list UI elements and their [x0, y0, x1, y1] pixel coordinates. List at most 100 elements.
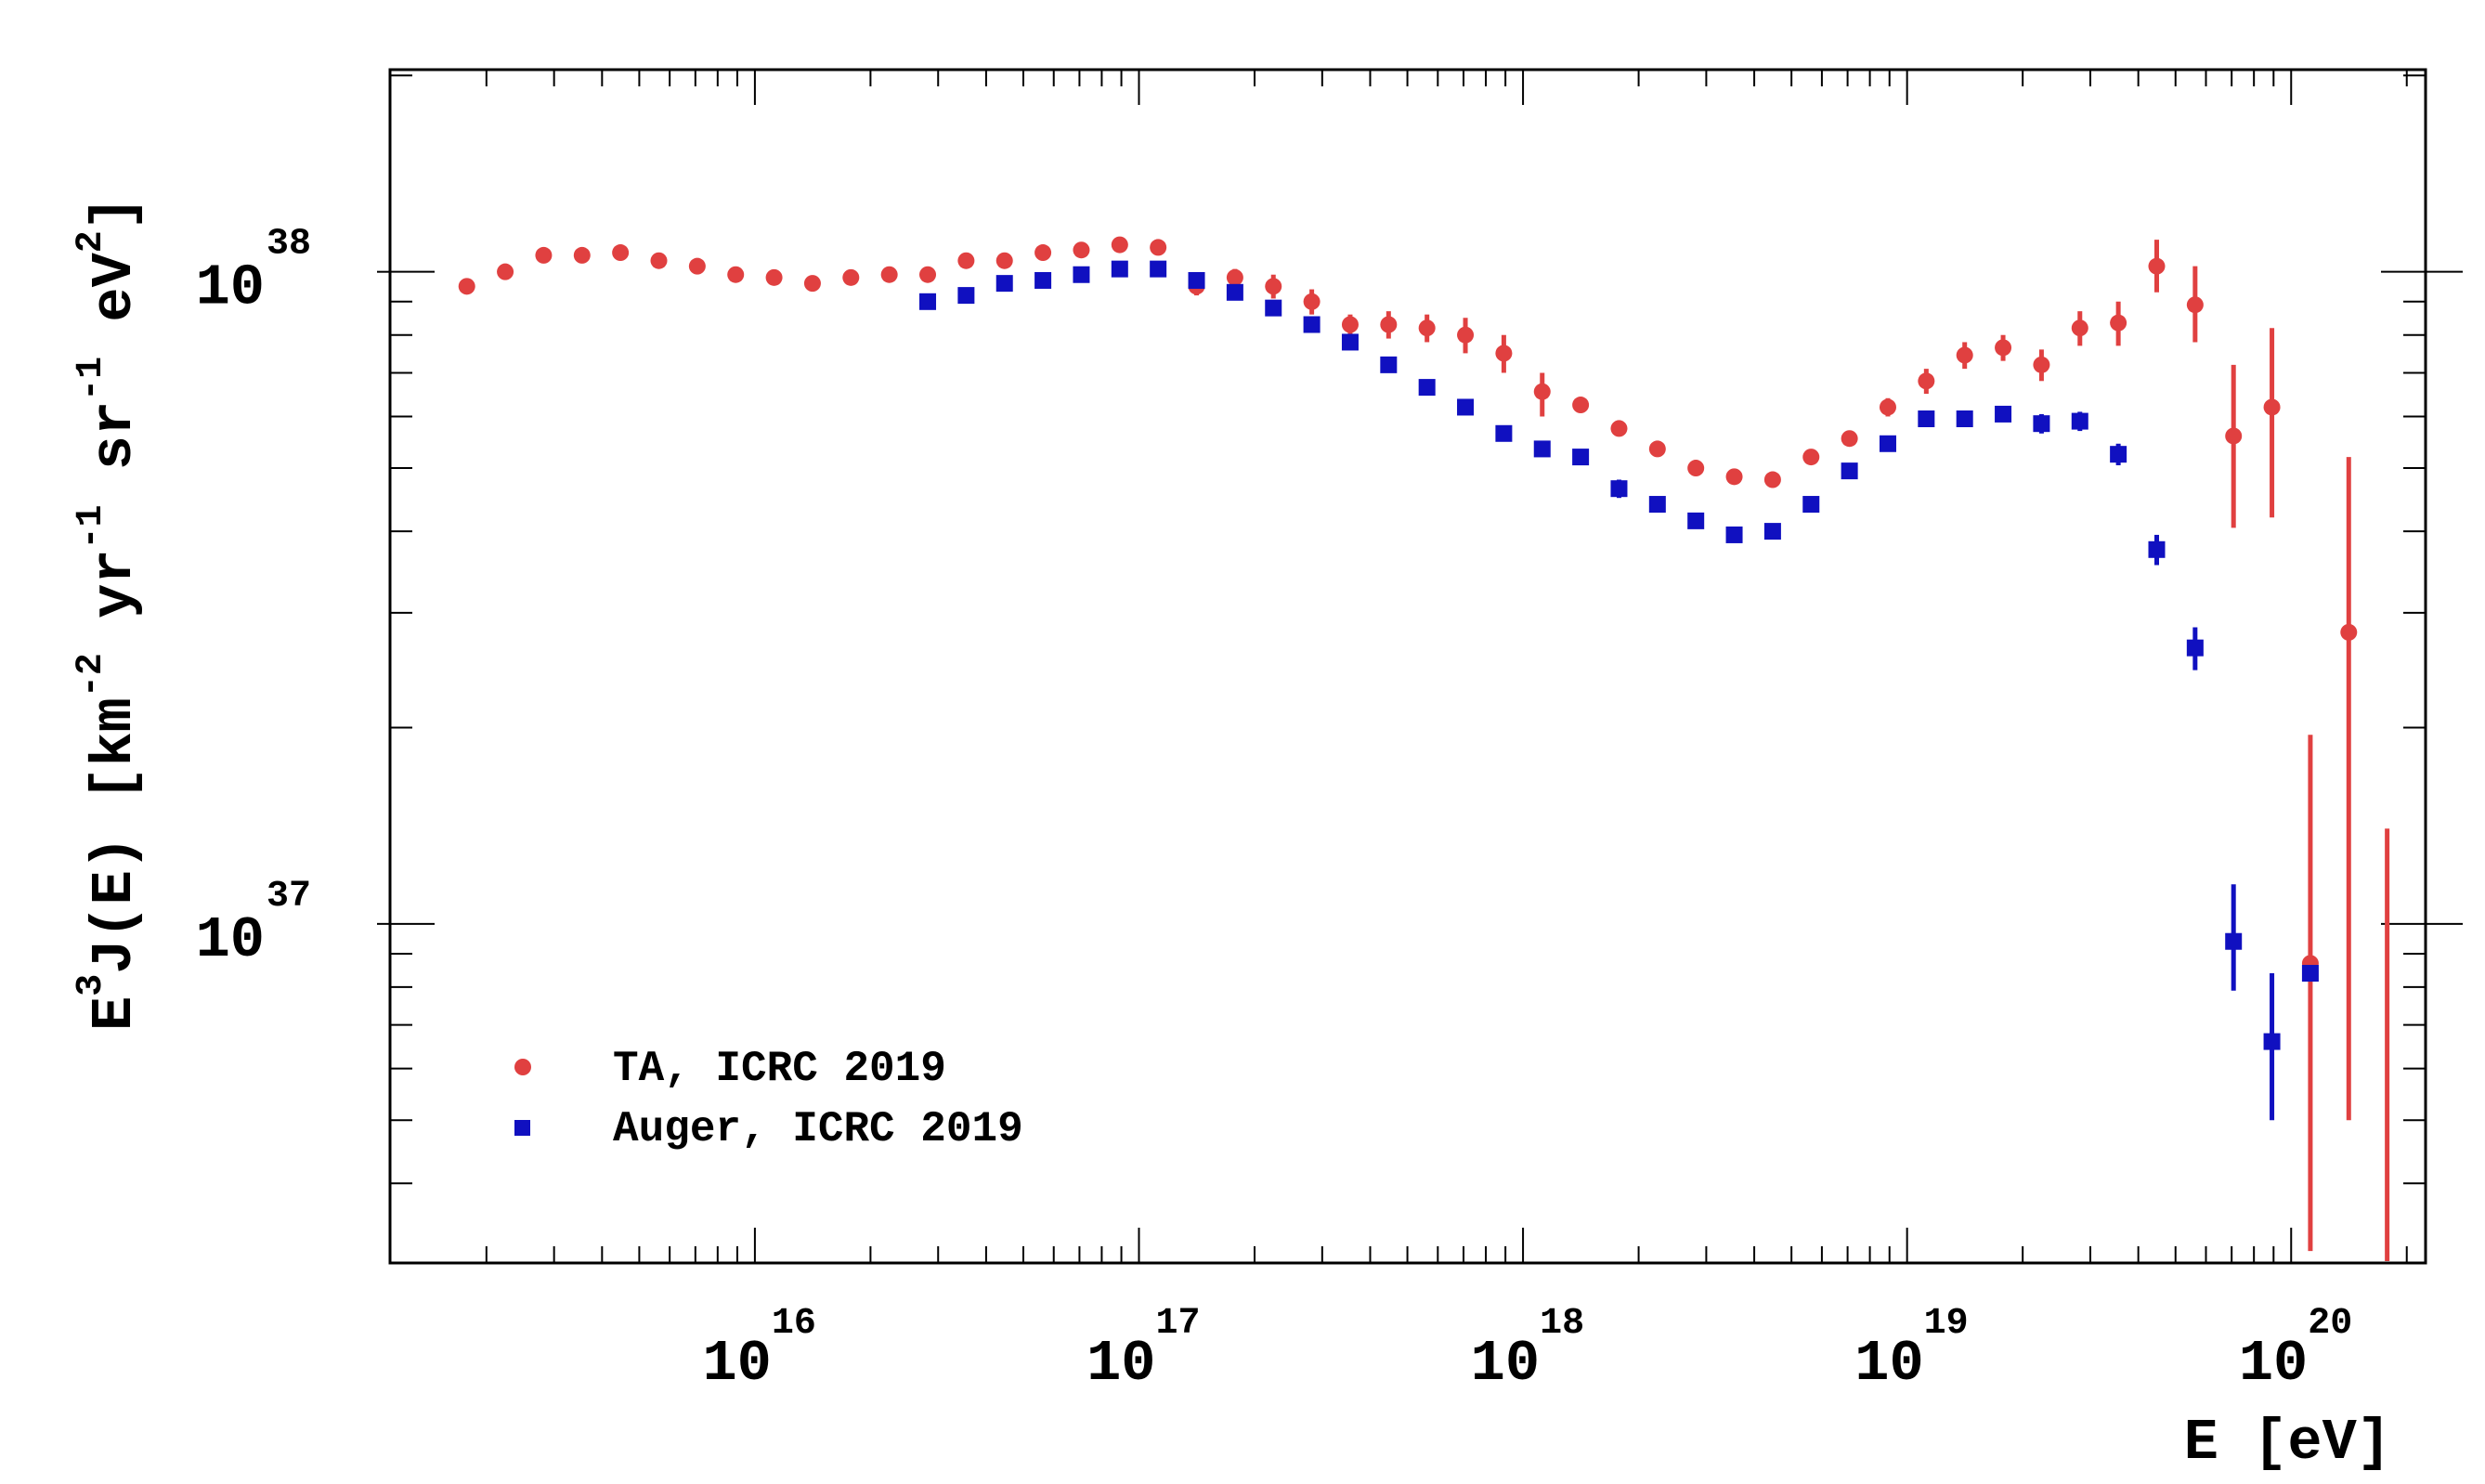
data-point [842, 268, 860, 286]
data-point [2110, 314, 2127, 332]
data-point [1341, 333, 1359, 351]
y-tick-exponent: 37 [267, 876, 311, 918]
data-point [1495, 345, 1513, 362]
y-label-sr-exp: -1 [71, 357, 112, 401]
data-point [458, 278, 475, 295]
data-point [650, 252, 668, 269]
data-point [612, 244, 630, 262]
svg-text:E3J(E) [km-2 yr-1 sr-1 eV2]: E3J(E) [km-2 yr-1 sr-1 eV2] [71, 196, 148, 1031]
data-point [1995, 339, 2012, 357]
data-point [535, 246, 553, 264]
data-point [1995, 405, 2012, 423]
data-point [1418, 379, 1436, 397]
x-tick-exponent: 16 [772, 1303, 816, 1345]
data-point [1034, 244, 1052, 262]
data-point [1380, 316, 1398, 333]
y-axis-label: E3J(E) [km-2 yr-1 sr-1 eV2] [71, 196, 148, 1031]
data-point [1457, 398, 1475, 416]
legend-auger-label: Auger, ICRC 2019 [613, 1105, 1023, 1153]
data-point [880, 266, 898, 283]
data-point [2033, 415, 2050, 433]
y-label-exp3: 3 [71, 974, 112, 996]
data-point [2110, 446, 2127, 463]
series-layer [458, 236, 2390, 1261]
data-point [1265, 278, 1282, 295]
data-point [2186, 296, 2204, 314]
y-label-yr-exp: -1 [71, 504, 112, 549]
data-point [1610, 420, 1628, 437]
data-point [1533, 440, 1551, 458]
y-label-mid: J(E) [km [82, 697, 148, 974]
y-label-e: E [82, 996, 148, 1031]
data-point [919, 266, 937, 283]
data-point [1841, 430, 1858, 448]
y-label-ev: eV [82, 252, 148, 356]
data-point [1572, 449, 1590, 466]
data-point [1687, 512, 1705, 529]
series-auger [919, 260, 2319, 1121]
y-tick-label: 10 [196, 255, 265, 321]
axis-ticks [377, 70, 2463, 1263]
data-point [1111, 260, 1128, 278]
y-axis-tick-labels: 10 38 10 37 [196, 224, 311, 973]
y-label-km-exp: -2 [71, 653, 112, 697]
data-point [573, 246, 591, 264]
data-point [1879, 398, 1896, 416]
data-point [1150, 239, 1167, 256]
x-axis-label: E [eV] [2184, 1410, 2391, 1476]
data-point [2148, 257, 2166, 275]
data-point [2301, 965, 2319, 983]
data-point [1303, 293, 1321, 310]
data-point [1956, 410, 1973, 428]
data-point [1572, 397, 1590, 414]
x-tick-label: 10 [2239, 1331, 2308, 1397]
y-label-ev-exp: 2 [71, 230, 112, 253]
legend-ta-marker [514, 1059, 531, 1075]
data-point [1879, 435, 1896, 452]
data-point [1648, 440, 1666, 458]
x-axis-tick-labels: 10 16 10 17 10 18 10 19 10 20 [702, 1303, 2352, 1397]
data-point [1150, 260, 1167, 278]
data-point [1341, 316, 1359, 333]
data-point [1495, 424, 1513, 442]
x-tick-exponent: 19 [1924, 1303, 1969, 1345]
data-point [957, 287, 975, 305]
x-tick-label: 10 [1086, 1331, 1155, 1397]
data-point [1725, 468, 1743, 486]
legend-ta-label: TA, ICRC 2019 [613, 1045, 946, 1093]
data-point [1687, 460, 1705, 477]
data-point [1802, 496, 1820, 514]
data-point [1073, 266, 1090, 283]
data-point [1265, 299, 1282, 317]
x-tick-label: 10 [702, 1331, 771, 1397]
data-point [1841, 462, 1858, 480]
data-point [803, 275, 821, 293]
data-point [2263, 1033, 2281, 1050]
data-point [1956, 346, 1973, 364]
series-ta [458, 236, 2390, 1261]
data-point [1418, 319, 1436, 337]
data-point [1111, 236, 1128, 254]
data-point [957, 252, 975, 269]
data-point [1763, 523, 1781, 540]
data-point [1226, 283, 1243, 301]
data-point [1457, 326, 1475, 344]
data-point [765, 268, 783, 286]
data-point [1918, 372, 1935, 390]
data-point [919, 293, 937, 310]
data-point [1802, 449, 1820, 466]
data-point [2071, 319, 2088, 337]
data-point [727, 266, 745, 283]
data-point [2033, 356, 2050, 373]
y-tick-label: 10 [196, 907, 265, 973]
x-tick-exponent: 18 [1540, 1303, 1584, 1345]
data-point [1380, 356, 1398, 373]
data-point [1303, 316, 1321, 333]
data-point [1073, 241, 1090, 259]
data-point [2225, 427, 2243, 445]
x-tick-label: 10 [1854, 1331, 1923, 1397]
data-point [1226, 268, 1243, 286]
y-label-yr: yr [82, 549, 148, 653]
data-point [2071, 412, 2088, 430]
